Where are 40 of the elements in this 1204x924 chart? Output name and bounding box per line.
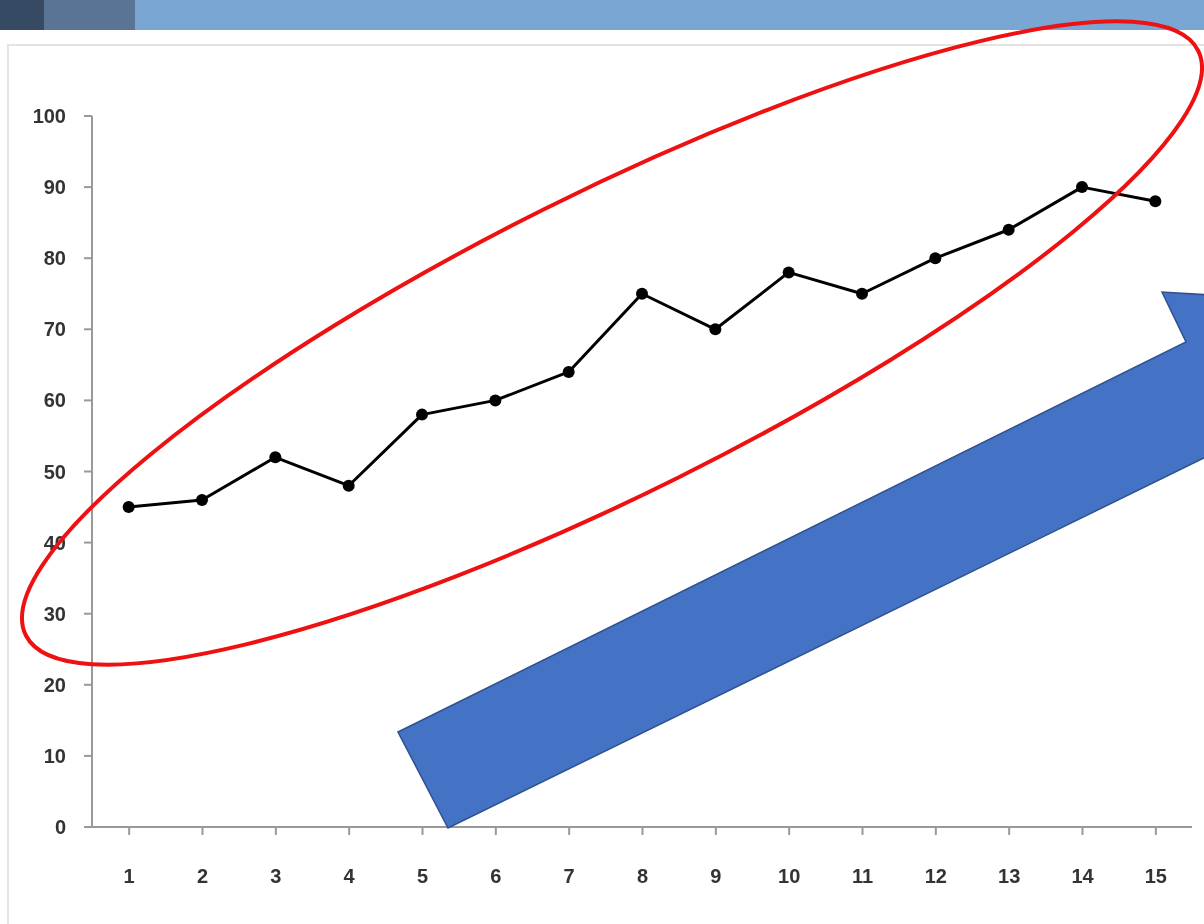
y-tick-label: 20 (43, 673, 66, 696)
point (122, 501, 135, 514)
x-tick-label: 4 (343, 865, 356, 888)
point (636, 287, 648, 300)
x-tick-label: 3 (270, 865, 282, 888)
point (1076, 181, 1088, 194)
x-tick-label: 11 (851, 865, 874, 888)
y-tick-label: 70 (43, 318, 66, 341)
point (1149, 195, 1162, 208)
y-tick-label: 0 (54, 816, 66, 838)
point (562, 365, 575, 378)
y-tick-label: 80 (43, 247, 66, 270)
point (1002, 223, 1015, 236)
x-tick-label: 6 (490, 865, 502, 888)
x-tick-label: 15 (1144, 865, 1167, 888)
point (196, 493, 208, 506)
x-tick-label: 12 (924, 865, 947, 888)
point (856, 287, 868, 300)
point (416, 408, 428, 421)
y-tick-label: 10 (43, 744, 66, 767)
point (489, 394, 502, 407)
x-tick-label: 14 (1071, 865, 1095, 888)
x-tick-label: 8 (636, 865, 649, 888)
x-tick-label: 7 (563, 865, 575, 888)
x-tick-label: 1 (123, 865, 135, 888)
point (929, 252, 942, 265)
x-tick-label: 5 (416, 865, 429, 888)
point (342, 479, 355, 492)
x-tick-label: 13 (998, 865, 1021, 888)
point (782, 266, 795, 279)
x-tick-label: 10 (778, 865, 801, 888)
point (709, 323, 722, 336)
point (269, 451, 282, 464)
y-tick-label: 60 (43, 389, 66, 412)
x-tick-label: 2 (196, 865, 209, 888)
y-tick-label: 50 (43, 460, 66, 483)
x-tick-label: 9 (710, 865, 722, 888)
y-tick-label: 30 (43, 602, 66, 625)
y-tick-label: 100 (32, 105, 66, 127)
y-tick-label: 90 (43, 176, 66, 199)
